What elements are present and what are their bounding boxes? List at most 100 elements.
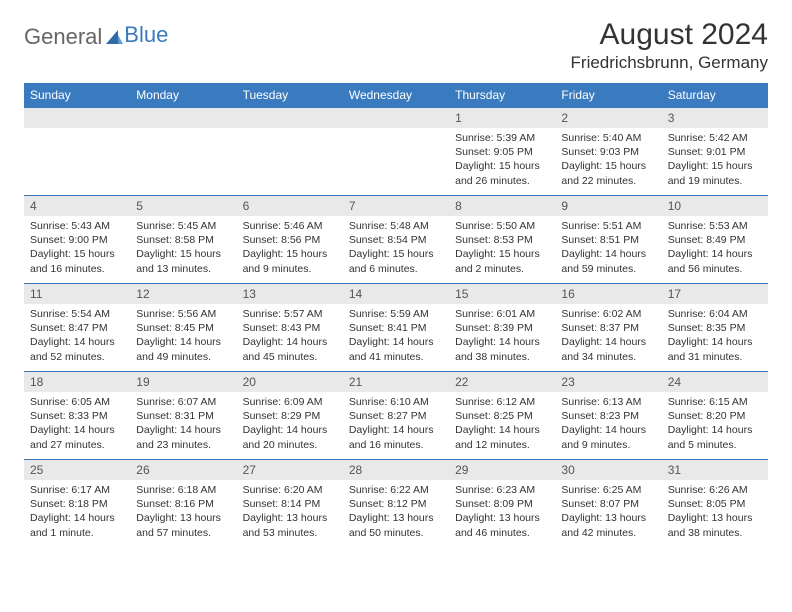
day-cell: 24Sunrise: 6:15 AMSunset: 8:20 PMDayligh… [662, 372, 768, 460]
daylight-text: Daylight: 13 hours and 42 minutes. [561, 511, 655, 539]
day-details: Sunrise: 6:15 AMSunset: 8:20 PMDaylight:… [662, 392, 768, 456]
sunrise-text: Sunrise: 5:40 AM [561, 131, 655, 145]
day-cell: 31Sunrise: 6:26 AMSunset: 8:05 PMDayligh… [662, 460, 768, 548]
day-number: 24 [662, 372, 768, 392]
sunrise-text: Sunrise: 6:05 AM [30, 395, 124, 409]
day-cell: 13Sunrise: 5:57 AMSunset: 8:43 PMDayligh… [237, 284, 343, 372]
sunset-text: Sunset: 8:12 PM [349, 497, 443, 511]
day-cell: 7Sunrise: 5:48 AMSunset: 8:54 PMDaylight… [343, 196, 449, 284]
day-details: Sunrise: 6:20 AMSunset: 8:14 PMDaylight:… [237, 480, 343, 544]
sunrise-text: Sunrise: 6:13 AM [561, 395, 655, 409]
sunrise-text: Sunrise: 5:45 AM [136, 219, 230, 233]
sunrise-text: Sunrise: 6:25 AM [561, 483, 655, 497]
daylight-text: Daylight: 15 hours and 2 minutes. [455, 247, 549, 275]
day-cell: 1Sunrise: 5:39 AMSunset: 9:05 PMDaylight… [449, 108, 555, 196]
day-details: Sunrise: 6:05 AMSunset: 8:33 PMDaylight:… [24, 392, 130, 456]
daylight-text: Daylight: 14 hours and 45 minutes. [243, 335, 337, 363]
day-cell: 15Sunrise: 6:01 AMSunset: 8:39 PMDayligh… [449, 284, 555, 372]
day-number: 15 [449, 284, 555, 304]
sunset-text: Sunset: 9:01 PM [668, 145, 762, 159]
daylight-text: Daylight: 15 hours and 22 minutes. [561, 159, 655, 187]
day-details: Sunrise: 5:59 AMSunset: 8:41 PMDaylight:… [343, 304, 449, 368]
day-details: Sunrise: 5:54 AMSunset: 8:47 PMDaylight:… [24, 304, 130, 368]
sunrise-text: Sunrise: 6:10 AM [349, 395, 443, 409]
sunrise-text: Sunrise: 6:26 AM [668, 483, 762, 497]
day-number: 11 [24, 284, 130, 304]
day-cell: . [237, 108, 343, 196]
sunrise-text: Sunrise: 6:01 AM [455, 307, 549, 321]
day-details: Sunrise: 6:07 AMSunset: 8:31 PMDaylight:… [130, 392, 236, 456]
day-details: Sunrise: 6:10 AMSunset: 8:27 PMDaylight:… [343, 392, 449, 456]
day-cell: 20Sunrise: 6:09 AMSunset: 8:29 PMDayligh… [237, 372, 343, 460]
daylight-text: Daylight: 14 hours and 31 minutes. [668, 335, 762, 363]
sunset-text: Sunset: 8:35 PM [668, 321, 762, 335]
day-details: Sunrise: 5:40 AMSunset: 9:03 PMDaylight:… [555, 128, 661, 192]
sunset-text: Sunset: 8:20 PM [668, 409, 762, 423]
day-cell: 4Sunrise: 5:43 AMSunset: 9:00 PMDaylight… [24, 196, 130, 284]
daylight-text: Daylight: 14 hours and 52 minutes. [30, 335, 124, 363]
sunrise-text: Sunrise: 5:50 AM [455, 219, 549, 233]
day-number: 29 [449, 460, 555, 480]
week-row: 4Sunrise: 5:43 AMSunset: 9:00 PMDaylight… [24, 196, 768, 284]
sunrise-text: Sunrise: 6:17 AM [30, 483, 124, 497]
logo-text-general: General [24, 24, 102, 50]
header: General Blue August 2024 Friedrichsbrunn… [24, 18, 768, 73]
day-details: Sunrise: 5:42 AMSunset: 9:01 PMDaylight:… [662, 128, 768, 192]
day-number: 12 [130, 284, 236, 304]
sunset-text: Sunset: 8:29 PM [243, 409, 337, 423]
day-number: 25 [24, 460, 130, 480]
week-row: 18Sunrise: 6:05 AMSunset: 8:33 PMDayligh… [24, 372, 768, 460]
day-details: Sunrise: 5:39 AMSunset: 9:05 PMDaylight:… [449, 128, 555, 192]
day-details: Sunrise: 5:56 AMSunset: 8:45 PMDaylight:… [130, 304, 236, 368]
daylight-text: Daylight: 15 hours and 16 minutes. [30, 247, 124, 275]
day-cell: 29Sunrise: 6:23 AMSunset: 8:09 PMDayligh… [449, 460, 555, 548]
day-cell: 11Sunrise: 5:54 AMSunset: 8:47 PMDayligh… [24, 284, 130, 372]
day-details: Sunrise: 6:04 AMSunset: 8:35 PMDaylight:… [662, 304, 768, 368]
day-cell: 8Sunrise: 5:50 AMSunset: 8:53 PMDaylight… [449, 196, 555, 284]
sunset-text: Sunset: 8:18 PM [30, 497, 124, 511]
sunrise-text: Sunrise: 5:42 AM [668, 131, 762, 145]
day-number: . [24, 108, 130, 128]
day-details: Sunrise: 6:26 AMSunset: 8:05 PMDaylight:… [662, 480, 768, 544]
daylight-text: Daylight: 14 hours and 1 minute. [30, 511, 124, 539]
week-row: 11Sunrise: 5:54 AMSunset: 8:47 PMDayligh… [24, 284, 768, 372]
sunset-text: Sunset: 8:37 PM [561, 321, 655, 335]
daylight-text: Daylight: 14 hours and 27 minutes. [30, 423, 124, 451]
daylight-text: Daylight: 14 hours and 34 minutes. [561, 335, 655, 363]
day-details: Sunrise: 6:17 AMSunset: 8:18 PMDaylight:… [24, 480, 130, 544]
day-number: 19 [130, 372, 236, 392]
day-details: Sunrise: 6:12 AMSunset: 8:25 PMDaylight:… [449, 392, 555, 456]
sunrise-text: Sunrise: 6:15 AM [668, 395, 762, 409]
sunrise-text: Sunrise: 5:48 AM [349, 219, 443, 233]
sunset-text: Sunset: 9:05 PM [455, 145, 549, 159]
day-number: 3 [662, 108, 768, 128]
daylight-text: Daylight: 14 hours and 56 minutes. [668, 247, 762, 275]
day-header-row: Sunday Monday Tuesday Wednesday Thursday… [24, 83, 768, 108]
daylight-text: Daylight: 14 hours and 23 minutes. [136, 423, 230, 451]
sunrise-text: Sunrise: 6:09 AM [243, 395, 337, 409]
sunset-text: Sunset: 8:45 PM [136, 321, 230, 335]
sunset-text: Sunset: 8:23 PM [561, 409, 655, 423]
sunset-text: Sunset: 8:54 PM [349, 233, 443, 247]
sunset-text: Sunset: 8:05 PM [668, 497, 762, 511]
day-header: Wednesday [343, 83, 449, 108]
sunset-text: Sunset: 8:56 PM [243, 233, 337, 247]
day-number: 30 [555, 460, 661, 480]
sunrise-text: Sunrise: 6:20 AM [243, 483, 337, 497]
sunrise-text: Sunrise: 6:23 AM [455, 483, 549, 497]
sunrise-text: Sunrise: 5:53 AM [668, 219, 762, 233]
sunset-text: Sunset: 8:09 PM [455, 497, 549, 511]
day-number: 14 [343, 284, 449, 304]
day-header: Tuesday [237, 83, 343, 108]
day-cell: 27Sunrise: 6:20 AMSunset: 8:14 PMDayligh… [237, 460, 343, 548]
sunset-text: Sunset: 8:58 PM [136, 233, 230, 247]
daylight-text: Daylight: 14 hours and 59 minutes. [561, 247, 655, 275]
sunset-text: Sunset: 8:27 PM [349, 409, 443, 423]
day-number: 10 [662, 196, 768, 216]
day-cell: 19Sunrise: 6:07 AMSunset: 8:31 PMDayligh… [130, 372, 236, 460]
sunrise-text: Sunrise: 5:39 AM [455, 131, 549, 145]
daylight-text: Daylight: 14 hours and 20 minutes. [243, 423, 337, 451]
day-details: Sunrise: 5:51 AMSunset: 8:51 PMDaylight:… [555, 216, 661, 280]
day-number: 1 [449, 108, 555, 128]
sunrise-text: Sunrise: 5:51 AM [561, 219, 655, 233]
